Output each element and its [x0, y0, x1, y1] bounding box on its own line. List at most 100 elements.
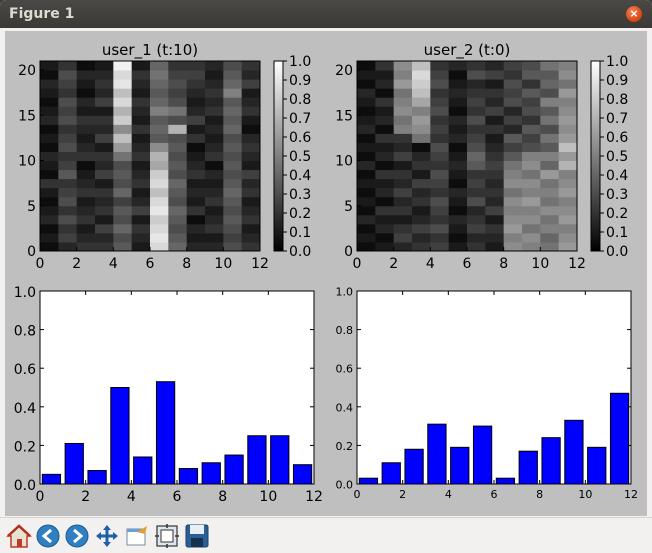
heatmap-cell: [448, 106, 468, 116]
heatmap-cell: [412, 70, 431, 80]
heatmap-cell: [168, 232, 188, 243]
heatmap-cell: [540, 241, 560, 252]
heatmap-cell: [448, 115, 468, 125]
heatmap-cell: [113, 61, 133, 71]
heatmap-cell: [113, 142, 133, 152]
heatmap-cell: [241, 106, 261, 116]
heatmap-cell: [467, 142, 486, 152]
heatmap-cell: [393, 151, 413, 162]
heatmap-cell: [503, 241, 523, 252]
bar: [450, 446, 470, 485]
heatmap-cell: [357, 178, 376, 189]
heatmap-cell: [95, 241, 114, 252]
x-tick-label: 12: [624, 488, 638, 501]
heatmap-cell: [241, 115, 261, 125]
heatmap-cell: [168, 61, 188, 71]
heatmap-cell: [467, 205, 486, 216]
x-tick-label: 2: [72, 256, 81, 272]
heatmap-cell: [522, 205, 541, 216]
heatmap-cell: [485, 115, 505, 125]
y-tick-label: 15: [335, 108, 353, 124]
heatmap-cell: [430, 205, 450, 216]
heatmap-cell: [223, 169, 243, 180]
heatmap-cell: [76, 106, 96, 116]
heatmap-cell: [558, 187, 578, 198]
y-tick-label: 20: [335, 63, 353, 79]
bar: [427, 423, 447, 485]
heatmap-cell: [58, 115, 78, 125]
heatmap-cell: [76, 223, 96, 234]
subplots-button[interactable]: [153, 522, 181, 550]
heatmap-cell: [40, 205, 59, 216]
heatmap-cell: [76, 160, 96, 171]
close-button[interactable]: ×: [626, 6, 642, 22]
heatmap-cell: [558, 142, 578, 152]
zoom-button[interactable]: [123, 522, 151, 550]
heatmap-cell: [95, 133, 114, 143]
heatmap-cell: [241, 223, 261, 234]
heatmap-cell: [150, 214, 169, 225]
navigation-toolbar: [0, 517, 652, 553]
bar: [495, 477, 516, 485]
heatmap-cell: [76, 70, 96, 80]
heatmap-cell: [131, 151, 151, 162]
bar: [381, 462, 401, 485]
x-tick-label: 0: [36, 489, 45, 505]
bar: [247, 435, 267, 485]
heatmap-cell: [467, 61, 486, 71]
heatmap-cell: [503, 205, 523, 216]
heatmap-cell: [393, 124, 413, 134]
heatmap-cell: [393, 61, 413, 71]
heatmap-cell: [168, 160, 188, 171]
heatmap-cell: [223, 232, 243, 243]
heatmap-cell: [375, 70, 395, 80]
heatmap-cell: [205, 214, 224, 225]
heatmap-cell: [186, 97, 206, 107]
heatmap-cell: [58, 124, 78, 134]
colorbar-tick-label: 1.0: [606, 54, 628, 70]
heatmap-cell: [168, 241, 188, 252]
heatmap-cell: [95, 223, 114, 234]
heatmap-cell: [430, 223, 450, 234]
back-button[interactable]: [34, 522, 62, 550]
heatmap-cell: [150, 70, 169, 80]
heatmap-cell: [448, 61, 468, 71]
pan-button[interactable]: [93, 522, 121, 550]
home-button[interactable]: [5, 522, 33, 550]
heatmap-cell: [131, 187, 151, 198]
heatmap-cell: [412, 241, 431, 252]
heatmap-cell: [540, 88, 560, 98]
heatmap-cell: [503, 214, 523, 225]
heatmap-cell: [58, 61, 78, 71]
save-button[interactable]: [183, 522, 211, 550]
heatmap-cell: [412, 214, 431, 225]
heatmap-cell: [150, 187, 169, 198]
heatmap-cell: [168, 133, 188, 143]
heatmap-cell: [223, 160, 243, 171]
heatmap-cell: [375, 61, 395, 71]
heatmap-cell: [503, 160, 523, 171]
subplots-icon: [155, 524, 179, 548]
heatmap-cell: [412, 97, 431, 107]
heatmap-cell: [393, 241, 413, 252]
heatmap-cell: [522, 232, 541, 243]
heatmap-cell: [168, 142, 188, 152]
heatmap-cell: [522, 106, 541, 116]
heatmap-cell: [357, 88, 376, 98]
heatmap-cell: [448, 88, 468, 98]
heatmap-cell: [357, 169, 376, 180]
heatmap-cell: [40, 124, 59, 134]
heatmap-cell: [150, 97, 169, 107]
heatmap-cell: [540, 232, 560, 243]
colorbar-tick-label: 0.1: [606, 225, 628, 241]
heatmap-cell: [357, 124, 376, 134]
heatmap-cell: [205, 187, 224, 198]
home-icon: [6, 524, 32, 548]
title-bar[interactable]: Figure 1 ×: [0, 0, 652, 28]
heatmap-cell: [76, 97, 96, 107]
pan-arrows-icon: [96, 525, 118, 547]
heatmap-cell: [467, 133, 486, 143]
x-tick-label: 2: [389, 256, 398, 272]
y-tick-label: 0.8: [14, 324, 36, 340]
forward-button[interactable]: [63, 522, 91, 550]
